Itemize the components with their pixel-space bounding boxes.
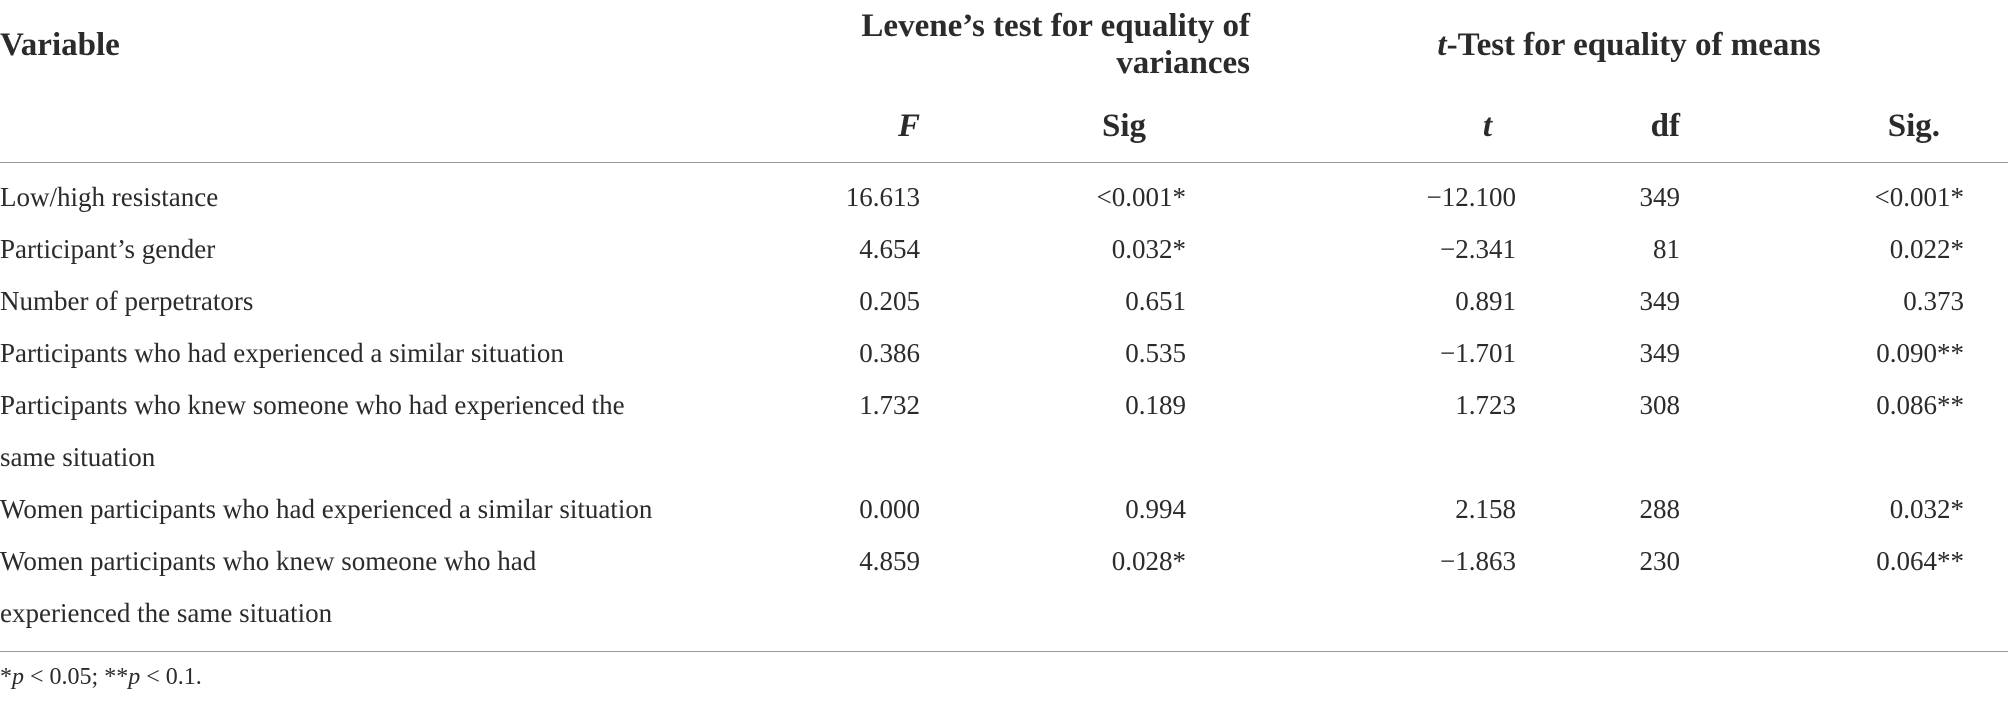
ttest-group-header: t-Test for equality of means xyxy=(1437,26,1821,63)
sig2-cell: 0.064** xyxy=(1876,546,1965,576)
table-row: Participants who knew someone who had ex… xyxy=(0,379,2008,483)
df-cell: 349 xyxy=(1639,338,1681,368)
levene-group-header: Levene’s test for equality of variances xyxy=(861,8,1250,81)
f-cell: 16.613 xyxy=(845,182,920,212)
table-footnote: *p < 0.05; **p < 0.1. xyxy=(0,664,202,690)
f-cell: 4.654 xyxy=(859,234,920,264)
table-row: Number of perpetrators 0.205 0.651 0.891… xyxy=(0,275,2008,327)
t-cell: 0.891 xyxy=(1455,286,1516,316)
sig-cell: 0.651 xyxy=(1125,286,1186,316)
sig2-column-header: Sig. xyxy=(1887,107,1941,144)
sig2-cell: 0.086** xyxy=(1876,390,1965,420)
table-row: Low/high resistance 16.613 <0.001* −12.1… xyxy=(0,163,2008,224)
t-cell: 1.723 xyxy=(1455,390,1516,420)
sub-header-row: F Sig t df Sig. xyxy=(0,90,2008,163)
variable-cell: Participants who knew someone who had ex… xyxy=(0,379,760,483)
f-cell: 0.000 xyxy=(859,494,920,524)
variable-line-1: Women participants who knew someone who … xyxy=(0,546,537,576)
t-cell: −1.863 xyxy=(1440,546,1516,576)
sig2-cell: 0.373 xyxy=(1903,286,1965,316)
variable-cell: Low/high resistance xyxy=(0,182,219,212)
df-column-header: df xyxy=(1650,107,1680,144)
levene-ttest-table: Variable Levene’s test for equality of v… xyxy=(0,0,2008,652)
sig2-cell: 0.032* xyxy=(1889,494,1965,524)
sig-cell: 0.535 xyxy=(1125,338,1186,368)
table-row: Women participants who had experienced a… xyxy=(0,483,2008,535)
t-column-header: t xyxy=(1482,107,1492,144)
sig-cell: 0.032* xyxy=(1111,234,1186,264)
f-cell: 4.859 xyxy=(859,546,920,576)
f-column-header: F xyxy=(897,107,920,144)
variable-line-2: same situation xyxy=(0,442,156,472)
df-cell: 81 xyxy=(1653,234,1680,264)
df-cell: 308 xyxy=(1639,390,1681,420)
table-row: Participants who had experienced a simil… xyxy=(0,327,2008,379)
sig-cell: 0.028* xyxy=(1111,546,1186,576)
variable-line-2: experienced the same situation xyxy=(0,598,333,628)
f-cell: 1.732 xyxy=(859,390,920,420)
t-cell: 2.158 xyxy=(1455,494,1516,524)
sig-cell: 0.994 xyxy=(1125,494,1186,524)
variable-column-header: Variable xyxy=(0,26,120,63)
t-cell: −12.100 xyxy=(1426,182,1516,212)
sig-cell: 0.189 xyxy=(1125,390,1186,420)
variable-cell: Participants who had experienced a simil… xyxy=(0,338,564,368)
variable-line-1: Participants who knew someone who had ex… xyxy=(0,390,625,420)
df-cell: 349 xyxy=(1639,286,1681,316)
variable-subheader-empty xyxy=(0,90,760,163)
variable-cell: Number of perpetrators xyxy=(0,286,254,316)
table-row: Participant’s gender 4.654 0.032* −2.341… xyxy=(0,223,2008,275)
variable-cell: Women participants who knew someone who … xyxy=(0,535,760,652)
sig2-cell: 0.022* xyxy=(1889,234,1965,264)
t-cell: −2.341 xyxy=(1440,234,1516,264)
table-row: Women participants who knew someone who … xyxy=(0,535,2008,652)
variable-cell: Women participants who had experienced a… xyxy=(0,494,653,524)
df-cell: 230 xyxy=(1639,546,1681,576)
group-header-row: Variable Levene’s test for equality of v… xyxy=(0,0,2008,90)
sig2-cell: <0.001* xyxy=(1874,182,1965,212)
df-cell: 349 xyxy=(1639,182,1681,212)
t-cell: −1.701 xyxy=(1440,338,1516,368)
df-cell: 288 xyxy=(1639,494,1681,524)
sig2-cell: 0.090** xyxy=(1876,338,1965,368)
variable-cell: Participant’s gender xyxy=(0,234,216,264)
f-cell: 0.386 xyxy=(859,338,920,368)
sig-column-header: Sig xyxy=(1101,107,1146,144)
f-cell: 0.205 xyxy=(859,286,920,316)
sig-cell: <0.001* xyxy=(1096,182,1186,212)
